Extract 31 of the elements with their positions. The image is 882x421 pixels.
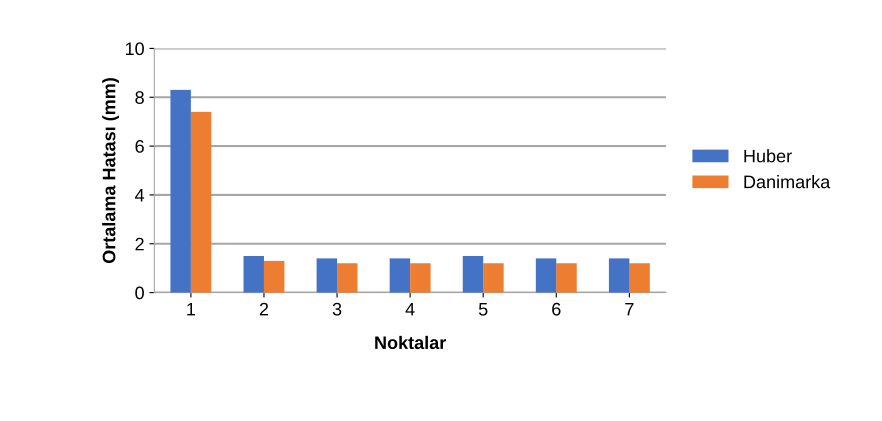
bar bbox=[483, 263, 504, 293]
x-axis-title: Noktalar bbox=[375, 336, 446, 350]
bar bbox=[556, 263, 577, 293]
bar bbox=[337, 263, 358, 293]
bar bbox=[170, 90, 191, 293]
y-tick-label: 2 bbox=[135, 238, 144, 250]
bar bbox=[608, 258, 630, 293]
x-tick-label: 3 bbox=[332, 302, 342, 316]
legend-label: Danimarka bbox=[744, 175, 830, 188]
bar bbox=[190, 112, 212, 293]
y-axis-title: Ortalama Hatası (mm) bbox=[102, 78, 119, 264]
y-tick-label: 6 bbox=[136, 140, 144, 153]
x-tick-label: 1 bbox=[187, 302, 196, 316]
bar bbox=[536, 258, 556, 293]
x-tick-label: 7 bbox=[625, 302, 634, 316]
x-tick-label: 4 bbox=[406, 302, 415, 316]
bar bbox=[390, 258, 410, 293]
y-tick-label: 10 bbox=[126, 42, 144, 56]
legend-label: Huber bbox=[744, 149, 792, 162]
y-tick-label: 0 bbox=[135, 286, 144, 300]
x-tick-label: 2 bbox=[260, 302, 268, 316]
bar bbox=[316, 258, 338, 293]
x-tick-label: 5 bbox=[478, 302, 488, 316]
bar bbox=[629, 263, 650, 293]
bar bbox=[264, 260, 284, 293]
x-tick-label: 6 bbox=[552, 302, 561, 316]
bar bbox=[244, 256, 264, 293]
bar bbox=[462, 256, 484, 293]
bar bbox=[410, 263, 431, 293]
y-tick-label: 8 bbox=[135, 91, 144, 104]
y-tick-label: 4 bbox=[135, 189, 144, 202]
